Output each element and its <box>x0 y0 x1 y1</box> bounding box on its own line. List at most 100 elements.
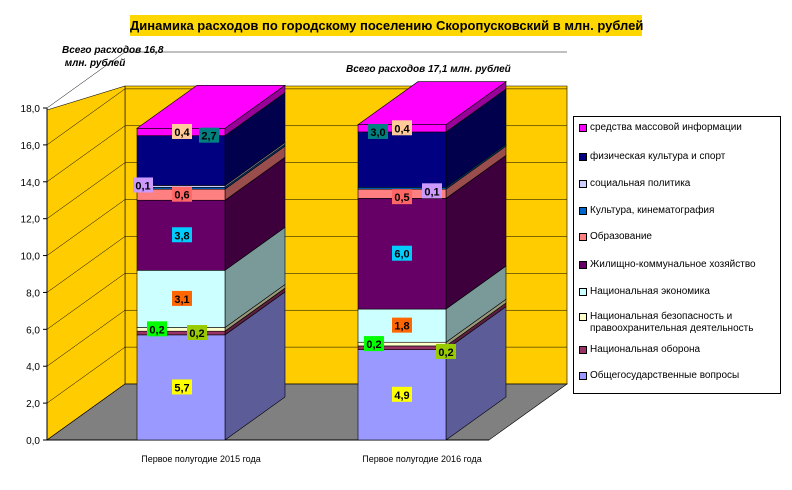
data-label-3-2: 0,2 <box>364 336 384 352</box>
data-label-bg <box>172 123 192 139</box>
data-label-bg <box>133 177 153 193</box>
x-tick-label: Первое полугодие 2015 года <box>141 454 260 464</box>
bar-front <box>357 131 447 188</box>
data-label-1-1: 5,7 <box>172 379 192 395</box>
data-label-6-1: 0,6 <box>172 186 192 202</box>
y-tick-label: 6,0 <box>26 325 40 336</box>
data-label-text: 0,4 <box>394 123 410 135</box>
data-label-text: 0,2 <box>189 328 204 340</box>
data-label-text: 0,2 <box>438 347 453 359</box>
total-note-2016: Всего расходов 17,1 млн. рублей <box>346 64 511 75</box>
data-label-bg <box>172 290 192 306</box>
gridline-side <box>46 273 126 330</box>
data-label-2-2: 0,2 <box>436 343 456 359</box>
data-label-bg <box>436 343 456 359</box>
data-label-bg <box>392 317 412 333</box>
data-label-5-1: 3,8 <box>172 227 192 243</box>
data-label-10-1: 0,4 <box>172 123 192 139</box>
gridline-side <box>46 346 126 404</box>
y-tick-label: 0,0 <box>26 436 40 447</box>
bar-front <box>136 199 226 271</box>
data-label-text: 2,7 <box>201 131 216 143</box>
legend-swatch <box>579 180 587 188</box>
data-label-text: 0,1 <box>424 186 439 198</box>
data-label-bg <box>199 127 219 143</box>
legend-swatch <box>579 313 587 321</box>
data-label-bg <box>172 379 192 395</box>
y-tick-label: 8,0 <box>26 288 40 299</box>
bar-segment-9-2 <box>357 88 507 188</box>
data-label-bg <box>368 123 388 139</box>
data-label-text: 0,4 <box>174 127 190 139</box>
y-axis-ticks: 0,0 2,0 4,0 6,0 8,0 10,0 12,0 14,0 16,0 18,0 <box>21 104 47 447</box>
gridline-side <box>46 162 126 219</box>
data-label-text: 3,0 <box>370 127 385 139</box>
legend-swatch <box>579 153 587 161</box>
legend-label: физическая культура и спорт <box>590 151 726 162</box>
legend: средства массовой информации физическая к… <box>573 116 781 394</box>
data-label-text: 4,9 <box>394 390 409 402</box>
data-label-9-2: 3,0 <box>368 123 388 139</box>
gridline-side <box>46 88 126 146</box>
y-tick-label: 16,0 <box>21 141 41 152</box>
data-label-8-2: 0,1 <box>422 183 442 199</box>
data-label-text: 5,7 <box>174 382 189 394</box>
data-label-bg <box>147 321 167 337</box>
data-label-4-1: 3,1 <box>172 290 192 306</box>
legend-swatch <box>579 346 587 354</box>
data-label-text: 0,6 <box>174 190 189 202</box>
data-label-text: 3,1 <box>174 294 189 306</box>
gridline-side <box>46 125 126 182</box>
gridline-side <box>46 199 126 256</box>
y-tick-label: 4,0 <box>26 362 40 373</box>
data-label-2-1: 0,2 <box>187 325 207 341</box>
y-tick-label: 2,0 <box>26 399 40 410</box>
bar-front <box>136 135 226 186</box>
bar-segment-5-1 <box>136 156 286 271</box>
x-tick-label: Первое полугодие 2016 года <box>362 454 481 464</box>
data-label-3-1: 0,2 <box>147 321 167 337</box>
y-tick-label: 10,0 <box>21 252 41 263</box>
data-label-text: 0,2 <box>366 339 381 351</box>
legend-swatch <box>579 261 587 269</box>
data-label-bg <box>364 336 384 352</box>
legend-label: Общегосударственные вопросы <box>590 370 740 381</box>
legend-swatch <box>579 233 587 241</box>
data-label-4-2: 1,8 <box>392 317 412 333</box>
data-label-bg <box>392 120 412 136</box>
legend-label: Национальная оборона <box>590 344 701 355</box>
data-label-bg <box>172 186 192 202</box>
legend-swatch <box>579 124 587 132</box>
data-label-bg <box>392 386 412 402</box>
data-label-6-2: 0,5 <box>392 189 412 205</box>
y-tick-label: 18,0 <box>21 104 41 115</box>
y-tick-label: 14,0 <box>21 178 41 189</box>
data-label-text: 3,8 <box>174 230 189 242</box>
data-label-bg <box>172 227 192 243</box>
data-label-bg <box>392 245 412 261</box>
bar-segment-4-2 <box>357 265 507 343</box>
data-label-bg <box>422 183 442 199</box>
total-note-2015: Всего расходов 16,8 млн. рублей <box>62 45 164 69</box>
legend-label: Национальная безопасность и правоохранит… <box>590 311 754 334</box>
data-label-text: 0,1 <box>135 180 150 192</box>
data-label-9-1: 2,7 <box>199 127 219 143</box>
gridline-side <box>46 383 126 441</box>
legend-label: Жилищно-коммунальное хозяйство <box>590 259 756 270</box>
gridline-side <box>46 236 126 293</box>
data-label-1-2: 4,9 <box>392 386 412 402</box>
y-tick-label: 12,0 <box>21 215 41 226</box>
data-label-10-2: 0,4 <box>392 120 412 135</box>
legend-label: Культура, кинематография <box>590 205 715 216</box>
bar-top <box>357 81 507 125</box>
x-axis-labels: Первое полугодие 2015 года Первое полугод… <box>141 454 481 464</box>
side-wall <box>46 85 126 441</box>
data-label-5-2: 6,0 <box>392 245 412 261</box>
chart-title: Динамика расходов по городскому поселени… <box>130 15 643 36</box>
legend-label: Национальная экономика <box>590 286 710 297</box>
legend-swatch <box>579 372 587 380</box>
gridline-side <box>46 310 126 367</box>
data-labels: 5,7 0,2 0,2 3,1 3,8 0,6 0,1 2,7 0,4 4,9 0,2 0,2 1,8 6… <box>133 120 456 402</box>
bar-segment-5-2 <box>357 154 507 310</box>
legend-label: социальная политика <box>590 178 691 189</box>
